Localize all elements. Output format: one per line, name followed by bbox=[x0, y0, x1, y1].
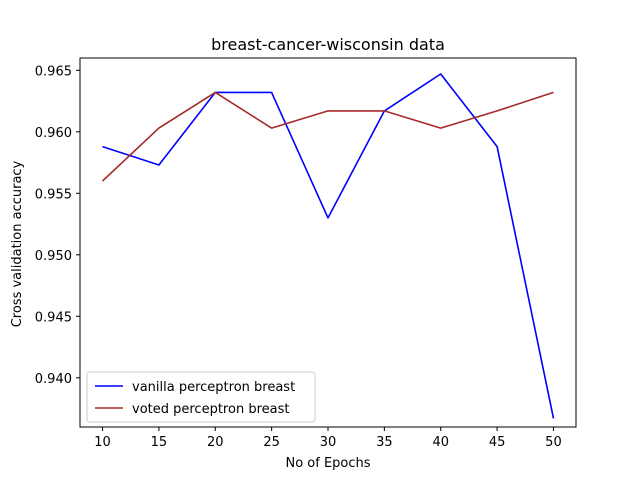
y-tick-label: 0.950 bbox=[35, 249, 72, 264]
y-tick-label: 0.960 bbox=[35, 126, 72, 141]
x-axis-label: No of Epochs bbox=[285, 456, 370, 471]
x-tick-label: 50 bbox=[545, 435, 562, 450]
x-tick-label: 35 bbox=[376, 435, 393, 450]
y-tick-label: 0.940 bbox=[35, 372, 72, 387]
y-tick-label: 0.945 bbox=[35, 310, 72, 325]
y-tick-label: 0.955 bbox=[35, 187, 72, 202]
x-tick-label: 30 bbox=[320, 435, 337, 450]
legend-label: voted perceptron breast bbox=[132, 402, 289, 417]
x-tick-label: 20 bbox=[207, 435, 224, 450]
x-tick-label: 45 bbox=[489, 435, 506, 450]
plot-area: 10 15 20 25 30 35 40 45 50 0.940 0.945 0.950 0.955 0.… bbox=[35, 57, 577, 450]
series-line-vanilla bbox=[102, 73, 555, 419]
legend-label: vanilla perceptron breast bbox=[132, 380, 295, 395]
x-tick-label: 15 bbox=[151, 435, 168, 450]
chart-title: breast-cancer-wisconsin data bbox=[211, 35, 445, 54]
series-line-voted bbox=[101, 91, 554, 182]
legend-box bbox=[86, 371, 316, 423]
plot-background bbox=[80, 58, 576, 427]
y-tick-label: 0.965 bbox=[35, 64, 72, 79]
y-axis-label: Cross validation accuracy bbox=[10, 160, 25, 327]
x-tick-label: 25 bbox=[263, 435, 280, 450]
legend: vanilla perceptron breast voted perceptro… bbox=[86, 371, 316, 423]
x-tick-label: 10 bbox=[94, 435, 111, 450]
x-tick-label: 40 bbox=[432, 435, 449, 450]
